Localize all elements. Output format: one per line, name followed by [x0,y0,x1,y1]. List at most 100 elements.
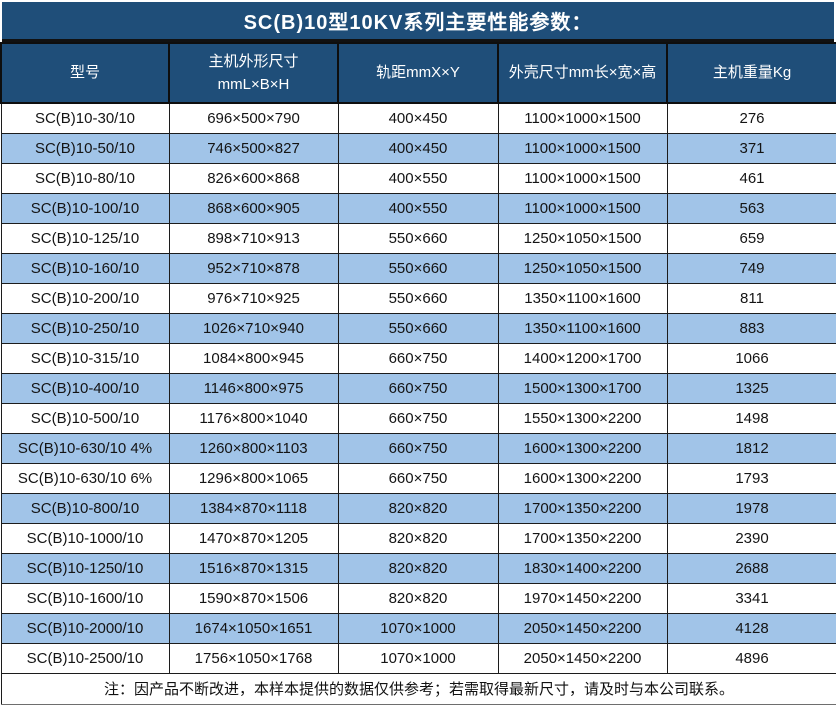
cell-weight: 1978 [666,492,836,524]
cell-dimensions: 1260×800×1103 [168,432,339,464]
cell-weight: 2390 [666,522,836,554]
cell-rail-gauge: 820×820 [337,582,499,614]
cell-shell-size: 1400×1200×1700 [497,342,668,374]
cell-shell-size: 1350×1100×1600 [497,282,668,314]
cell-rail-gauge: 1070×1000 [337,642,499,674]
cell-dimensions: 696×500×790 [168,102,339,134]
cell-shell-size: 2050×1450×2200 [497,612,668,644]
cell-dimensions: 1674×1050×1651 [168,612,339,644]
cell-shell-size: 1250×1050×1500 [497,222,668,254]
table-row: SC(B)10-80/10 826×600×868 400×550 1100×1… [0,162,836,194]
cell-shell-size: 1600×1300×2200 [497,462,668,494]
table-row: SC(B)10-200/10 976×710×925 550×660 1350×… [0,282,836,314]
table-row: SC(B)10-315/10 1084×800×945 660×750 1400… [0,342,836,374]
table-header: 型号 主机外形尺寸 mmL×B×H 轨距mmX×Y 外壳尺寸mm长×宽×高 主机… [0,42,836,104]
cell-weight: 1066 [666,342,836,374]
cell-shell-size: 1100×1000×1500 [497,132,668,164]
table-row: SC(B)10-1250/10 1516×870×1315 820×820 18… [0,552,836,584]
table-row: SC(B)10-1600/10 1590×870×1506 820×820 19… [0,582,836,614]
cell-shell-size: 1700×1350×2200 [497,522,668,554]
cell-model: SC(B)10-250/10 [0,312,170,344]
cell-dimensions: 1176×800×1040 [168,402,339,434]
col-header-dimensions: 主机外形尺寸 mmL×B×H [168,42,339,104]
cell-rail-gauge: 660×750 [337,432,499,464]
table-note: 注：因产品不断改进，本样本提供的数据仅供参考；若需取得最新尺寸，请及时与本公司联… [0,672,836,705]
cell-rail-gauge: 660×750 [337,372,499,404]
cell-dimensions: 1026×710×940 [168,312,339,344]
table-row: SC(B)10-50/10 746×500×827 400×450 1100×1… [0,132,836,164]
cell-weight: 563 [666,192,836,224]
cell-weight: 811 [666,282,836,314]
cell-shell-size: 1550×1300×2200 [497,402,668,434]
col-header-model: 型号 [0,42,170,104]
cell-weight: 1812 [666,432,836,464]
cell-dimensions: 1084×800×945 [168,342,339,374]
cell-model: SC(B)10-160/10 [0,252,170,284]
cell-rail-gauge: 820×820 [337,492,499,524]
table-row: SC(B)10-1000/10 1470×870×1205 820×820 17… [0,522,836,554]
cell-model: SC(B)10-30/10 [0,102,170,134]
cell-dimensions: 868×600×905 [168,192,339,224]
cell-weight: 461 [666,162,836,194]
cell-shell-size: 1350×1100×1600 [497,312,668,344]
cell-rail-gauge: 660×750 [337,402,499,434]
cell-model: SC(B)10-800/10 [0,492,170,524]
cell-model: SC(B)10-630/10 4% [0,432,170,464]
cell-dimensions: 976×710×925 [168,282,339,314]
cell-shell-size: 1970×1450×2200 [497,582,668,614]
cell-shell-size: 1830×1400×2200 [497,552,668,584]
cell-rail-gauge: 550×660 [337,252,499,284]
cell-weight: 1498 [666,402,836,434]
col-header-dimensions-line1: 主机外形尺寸 [208,52,299,70]
cell-weight: 371 [666,132,836,164]
cell-model: SC(B)10-125/10 [0,222,170,254]
col-header-dimensions-line2: mmL×B×H [217,76,290,93]
cell-shell-size: 1100×1000×1500 [497,102,668,134]
cell-dimensions: 1516×870×1315 [168,552,339,584]
table-row: SC(B)10-500/10 1176×800×1040 660×750 155… [0,402,836,434]
table-row: SC(B)10-2000/10 1674×1050×1651 1070×1000… [0,612,836,644]
cell-dimensions: 1470×870×1205 [168,522,339,554]
table-row: SC(B)10-100/10 868×600×905 400×550 1100×… [0,192,836,224]
cell-dimensions: 1146×800×975 [168,372,339,404]
cell-model: SC(B)10-200/10 [0,282,170,314]
cell-rail-gauge: 820×820 [337,552,499,584]
cell-shell-size: 1700×1350×2200 [497,492,668,524]
cell-dimensions: 1296×800×1065 [168,462,339,494]
cell-rail-gauge: 550×660 [337,222,499,254]
cell-model: SC(B)10-2000/10 [0,612,170,644]
cell-model: SC(B)10-80/10 [0,162,170,194]
cell-weight: 4896 [666,642,836,674]
cell-dimensions: 746×500×827 [168,132,339,164]
cell-weight: 659 [666,222,836,254]
cell-rail-gauge: 400×550 [337,192,499,224]
cell-rail-gauge: 400×450 [337,132,499,164]
cell-rail-gauge: 400×550 [337,162,499,194]
cell-model: SC(B)10-50/10 [0,132,170,164]
table-body: SC(B)10-30/10 696×500×790 400×450 1100×1… [0,102,836,705]
col-header-shell-size: 外壳尺寸mm长×宽×高 [497,42,668,104]
note-row: 注：因产品不断改进，本样本提供的数据仅供参考；若需取得最新尺寸，请及时与本公司联… [0,672,836,705]
cell-rail-gauge: 550×660 [337,312,499,344]
cell-rail-gauge: 400×450 [337,102,499,134]
col-header-weight-label: 主机重量Kg [712,64,792,82]
cell-weight: 1325 [666,372,836,404]
table-row: SC(B)10-630/10 6% 1296×800×1065 660×750 … [0,462,836,494]
spec-table: 型号 主机外形尺寸 mmL×B×H 轨距mmX×Y 外壳尺寸mm长×宽×高 主机… [0,42,836,705]
cell-dimensions: 1384×870×1118 [168,492,339,524]
cell-shell-size: 1500×1300×1700 [497,372,668,404]
cell-rail-gauge: 820×820 [337,522,499,554]
col-header-weight: 主机重量Kg [666,42,836,104]
cell-dimensions: 826×600×868 [168,162,339,194]
cell-weight: 883 [666,312,836,344]
cell-shell-size: 2050×1450×2200 [497,642,668,674]
cell-shell-size: 1100×1000×1500 [497,162,668,194]
cell-shell-size: 1600×1300×2200 [497,432,668,464]
table-title-text: SC(B)10型10KV系列主要性能参数： [243,12,593,34]
table-row: SC(B)10-630/10 4% 1260×800×1103 660×750 … [0,432,836,464]
cell-model: SC(B)10-630/10 6% [0,462,170,494]
cell-shell-size: 1100×1000×1500 [497,192,668,224]
cell-rail-gauge: 1070×1000 [337,612,499,644]
col-header-shell-size-label: 外壳尺寸mm长×宽×高 [508,64,657,82]
